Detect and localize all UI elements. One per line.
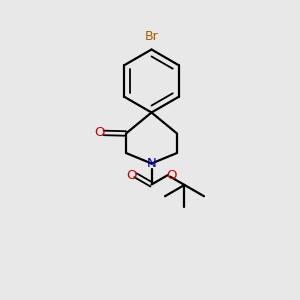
- Text: O: O: [95, 126, 105, 140]
- Text: N: N: [147, 157, 156, 170]
- Text: O: O: [166, 169, 176, 182]
- Text: O: O: [127, 169, 137, 182]
- Text: Br: Br: [145, 30, 158, 43]
